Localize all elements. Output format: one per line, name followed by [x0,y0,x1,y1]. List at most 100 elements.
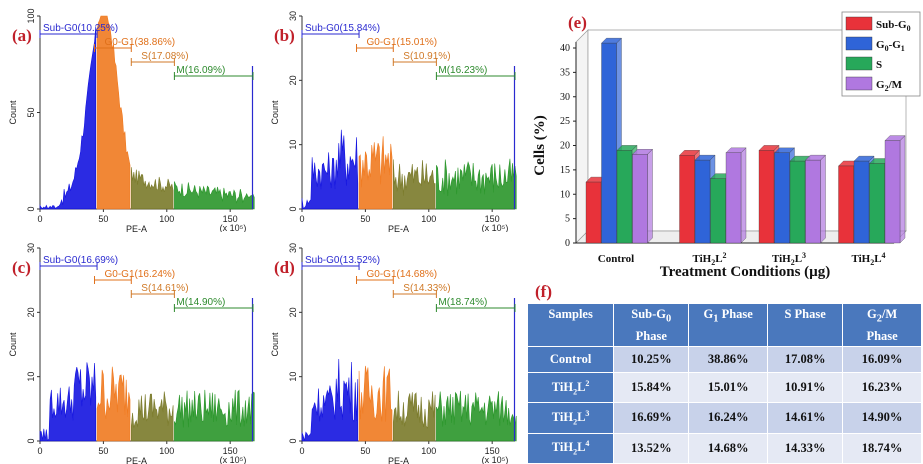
y-tick-label: 50 [26,107,36,117]
table-row: Control 10.25% 38.86% 17.08% 16.09% [526,345,922,373]
panel-label: (b) [274,26,295,45]
bar [632,154,648,244]
gate-label: S(17.08%) [141,51,188,62]
value-cell: 17.08% [767,345,844,373]
table-panel-label: (f) [535,282,552,301]
x-tick-label: 50 [360,446,370,456]
bar [758,150,775,244]
table-header-row: Samples Sub-G0 Phase G1 Phase S Phase G2/… [526,303,922,347]
x-tick-label: 50 [98,214,108,224]
x-axis-label: PE-A [388,456,409,464]
y-axis-label: Count [270,100,280,125]
table-row: TiH2L2 15.84% 15.01% 10.91% 16.23% [526,371,922,404]
bar [694,159,711,244]
gate-label: G0-G1(15.01%) [367,37,438,48]
gate-label: G0-G1(38.86%) [105,37,176,48]
histogram-segment-4 [174,181,255,210]
y-tick-label: 0 [565,238,570,249]
histogram-segment-4 [436,158,517,210]
bar [710,178,726,244]
panel-label: (e) [568,13,587,32]
x-tick-label: 100 [159,446,174,456]
panel-label: (a) [12,26,32,45]
x-tick-label: 0 [37,446,42,456]
y-tick-label: 40 [560,43,570,54]
value-cell: 14.33% [767,432,844,464]
y-tick-label: 10 [288,372,298,382]
histogram-segment-2 [96,15,131,210]
y-tick-label: 30 [288,243,298,253]
panel-label: (d) [274,258,295,277]
histogram-segment-3 [392,390,436,442]
y-tick-label: 20 [560,141,570,152]
y-axis-label: Count [8,332,18,357]
histogram-panel-c: (c) Count 0 10 20 30 0 50 100 150 PE-A (x 10⁵) Sub-G… [8,243,255,464]
value-cell: 13.52% [613,432,690,464]
y-tick-label: 20 [288,307,298,317]
x-tick-label: 0 [37,214,42,224]
gate-label: Sub-G0(13.52%) [305,255,380,266]
value-cell: 15.84% [613,371,690,404]
header-subg0: Sub-G0 Phase [613,303,690,347]
x-axis-label: PE-A [126,456,147,464]
y-tick-label: 15 [560,165,570,176]
x-axis-label: PE-A [126,224,147,232]
x-axis-label: PE-A [388,224,409,232]
y-axis-label: Count [270,332,280,357]
y-tick-label: 30 [288,11,298,21]
x-tick-label: 100 [421,214,436,224]
x-tick-label: 100 [421,446,436,456]
bar-side [899,135,906,244]
y-tick-label: 35 [560,67,570,78]
gate-label: M(16.09%) [176,65,225,76]
sample-cell: Control [526,345,615,373]
x-tick-label: 50 [360,214,370,224]
y-tick-label: 10 [560,189,570,200]
bar [805,159,821,244]
gate-label: M(16.23%) [438,65,487,76]
value-cell: 38.86% [688,345,769,373]
histogram-segment-1 [39,26,97,210]
histogram-segment-4 [174,389,255,442]
histogram-panel-d: (d) Count 0 10 20 30 0 50 100 150 PE-A (x 10⁵) Sub-G… [270,243,517,464]
bar [725,152,742,244]
header-g1: G1 Phase [688,303,769,347]
gate-label: Sub-G0(10.25%) [43,23,118,34]
x-tick-label: 0 [299,214,304,224]
x-axis-label: Treatment Conditions (µg) [660,264,831,280]
x-axis-unit: (x 10⁵) [220,455,247,464]
x-tick-label: 150 [223,446,238,456]
x-tick-label: 50 [98,446,108,456]
y-tick-label: 30 [26,243,36,253]
y-tick-label: 20 [26,307,36,317]
bar [679,155,695,244]
y-tick-label: 10 [288,140,298,150]
y-tick-label: 30 [560,92,570,103]
category-label: TiH2L3 [772,251,806,267]
histogram-panel-b: (b) Count 0 10 20 30 0 50 100 150 PE-A (x 10⁵) Sub-G… [270,11,517,232]
value-cell: 16.69% [613,402,690,434]
sample-cell: TiH2L2 [526,371,615,404]
x-axis-unit: (x 10⁵) [482,455,509,464]
histogram-segment-3 [392,159,436,210]
legend-swatch [845,76,873,91]
y-tick-label: 10 [26,372,36,382]
y-axis-label: Cells (%) [532,115,548,175]
y-tick-label: 0 [288,206,298,211]
bar [601,42,617,244]
cell-cycle-bar-chart: 0 5 10 15 20 25 30 35 40 Cells (%) (e) Control TiH2L… [532,11,921,280]
gate-label: Sub-G0(16.69%) [43,255,118,266]
legend-swatch [845,36,873,51]
bar-side [820,154,826,244]
bar-side [740,147,747,244]
legend-swatch [845,16,873,31]
legend-label: G2/M [876,79,903,93]
y-tick-label: 0 [26,438,36,443]
sample-cell: TiH2L3 [526,402,615,434]
legend-label: S [876,59,882,71]
gate-label: G0-G1(16.24%) [105,269,176,280]
bar [869,163,885,244]
value-cell: 14.61% [767,402,844,434]
x-tick-label: 0 [299,446,304,456]
histogram-segment-1 [39,362,97,442]
